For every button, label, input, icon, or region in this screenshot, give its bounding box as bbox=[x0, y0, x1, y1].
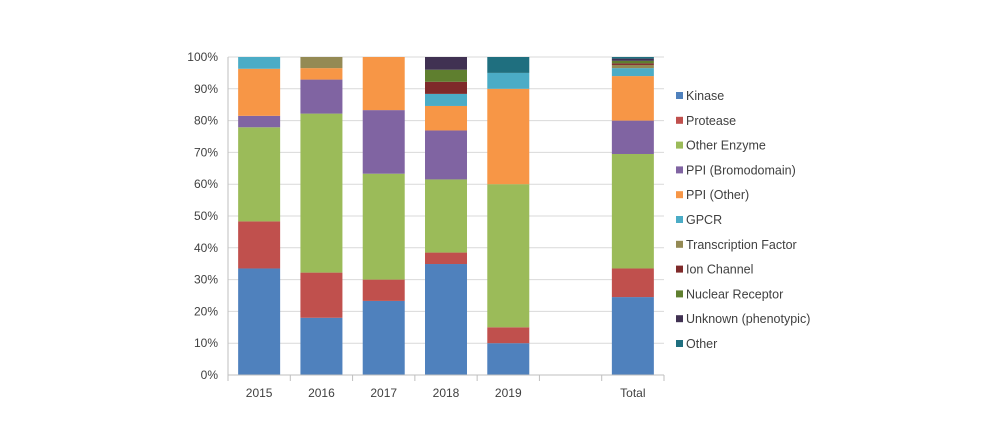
bar-segment bbox=[611, 58, 654, 61]
legend-swatch bbox=[676, 92, 683, 99]
bar-segment bbox=[362, 173, 405, 280]
bar-segment bbox=[611, 60, 654, 64]
x-tick-label: Total bbox=[620, 386, 645, 400]
bar-segment bbox=[425, 264, 467, 375]
axes bbox=[227, 57, 665, 381]
bar-segment bbox=[487, 72, 530, 89]
y-tick-label: 20% bbox=[194, 304, 218, 318]
bar-segment bbox=[300, 68, 343, 80]
legend-label: Ion Channel bbox=[686, 263, 753, 277]
y-tick-label: 50% bbox=[194, 209, 218, 223]
bar-segment bbox=[238, 221, 281, 269]
bar-segment bbox=[362, 57, 405, 111]
bar-segment bbox=[300, 272, 343, 318]
y-tick-label: 90% bbox=[194, 82, 218, 96]
legend-swatch bbox=[676, 141, 683, 149]
x-tick-label: 2018 bbox=[433, 386, 460, 400]
legend: Kinase Protease Other Enzyme PPI (Bromodoma… bbox=[676, 89, 810, 351]
legend-label: Transcription Factor bbox=[686, 238, 797, 252]
bar-segment bbox=[300, 79, 343, 114]
bar-segment bbox=[238, 68, 281, 116]
legend-swatch bbox=[676, 315, 683, 323]
legend-label: Nuclear Receptor bbox=[686, 287, 783, 301]
bar-segment bbox=[611, 268, 654, 298]
bar-segment bbox=[425, 57, 467, 70]
legend-swatch bbox=[676, 216, 683, 223]
legend-label: Other bbox=[686, 337, 717, 351]
legend-label: PPI (Bromodomain) bbox=[686, 163, 796, 177]
bar-segment bbox=[362, 300, 405, 375]
y-axis-ticks: 0% 10% 20% 30% 40% 50% 60% 70% 80% 90% 100% bbox=[187, 50, 218, 382]
bar-segment bbox=[487, 57, 530, 73]
y-tick-label: 70% bbox=[194, 145, 218, 159]
x-tick-label: 2019 bbox=[495, 386, 522, 400]
legend-swatch bbox=[676, 116, 683, 124]
bar-segment bbox=[611, 297, 654, 375]
bar-segment bbox=[611, 68, 654, 77]
legend-label: Kinase bbox=[686, 89, 724, 103]
legend-label: Protease bbox=[686, 114, 736, 128]
y-tick-label: 100% bbox=[187, 50, 218, 64]
bar-segment bbox=[611, 63, 654, 65]
y-tick-label: 0% bbox=[201, 368, 219, 382]
bar-segment bbox=[300, 113, 343, 273]
legend-swatch bbox=[676, 290, 683, 298]
x-tick-label: 2016 bbox=[308, 386, 335, 400]
bar-segment bbox=[487, 184, 530, 328]
bar-segment bbox=[487, 343, 530, 375]
bar-segment bbox=[362, 279, 405, 301]
legend-label: Other Enzyme bbox=[686, 139, 766, 153]
bar-segment bbox=[611, 120, 654, 154]
y-tick-label: 60% bbox=[194, 177, 218, 191]
bar-segment bbox=[611, 76, 654, 121]
bar-segment bbox=[611, 153, 654, 269]
bar-segment bbox=[238, 268, 281, 375]
bar-segment bbox=[487, 88, 530, 185]
bar-segment bbox=[425, 130, 467, 180]
bar-segment bbox=[362, 110, 405, 174]
y-tick-label: 40% bbox=[194, 241, 218, 255]
x-tick-label: 2015 bbox=[246, 386, 273, 400]
legend-swatch bbox=[676, 265, 683, 273]
y-tick-label: 30% bbox=[194, 273, 218, 287]
legend-label: GPCR bbox=[686, 213, 722, 227]
bar-segment bbox=[238, 57, 281, 69]
bar-segment bbox=[425, 93, 467, 106]
y-tick-label: 10% bbox=[194, 336, 218, 350]
legend-swatch bbox=[676, 166, 683, 174]
bar-stacks bbox=[238, 57, 654, 375]
legend-label: Unknown (phenotypic) bbox=[686, 312, 810, 326]
y-tick-label: 80% bbox=[194, 114, 218, 128]
legend-swatch bbox=[676, 191, 683, 199]
legend-label: PPI (Other) bbox=[686, 188, 749, 202]
bar-segment bbox=[425, 69, 467, 82]
bar-segment bbox=[300, 317, 343, 375]
bar-segment bbox=[238, 127, 281, 222]
bar-segment bbox=[611, 57, 654, 59]
bar-segment bbox=[425, 105, 467, 131]
legend-swatch bbox=[676, 240, 683, 248]
bar-segment bbox=[425, 252, 467, 265]
bar-segment bbox=[425, 179, 467, 253]
x-tick-label: 2017 bbox=[370, 386, 397, 400]
bar-segment bbox=[425, 81, 467, 94]
bar-segment bbox=[611, 64, 654, 69]
bar-segment bbox=[300, 57, 343, 69]
legend-swatch bbox=[676, 340, 683, 347]
bar-segment bbox=[238, 115, 281, 128]
x-axis-ticks: 2015 2016 2017 2018 2019 Total bbox=[246, 386, 646, 400]
bar-segment bbox=[487, 327, 530, 344]
